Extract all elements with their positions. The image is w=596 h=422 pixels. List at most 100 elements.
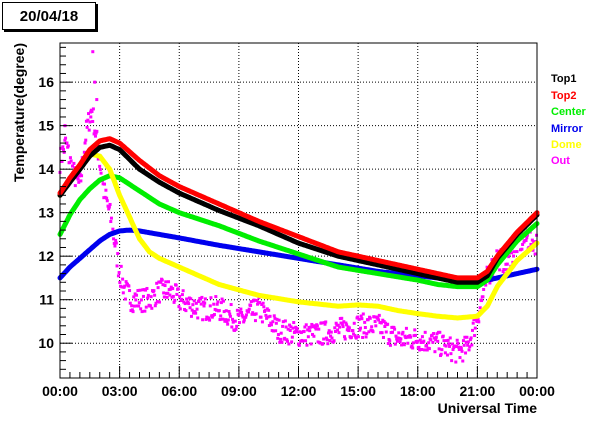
out-point <box>495 249 499 253</box>
out-point <box>184 309 188 313</box>
out-point <box>215 302 219 306</box>
out-point <box>183 302 187 306</box>
out-point <box>278 340 282 344</box>
out-point <box>333 330 337 334</box>
out-point <box>215 308 219 312</box>
out-point <box>423 330 427 334</box>
out-point <box>441 334 445 338</box>
out-point <box>165 295 169 299</box>
out-point <box>82 150 86 154</box>
out-point <box>410 344 414 348</box>
out-point <box>212 313 216 317</box>
out-point <box>480 299 484 303</box>
out-point <box>121 291 125 295</box>
out-point <box>224 309 228 313</box>
y-tick-label: 12 <box>38 248 54 264</box>
out-point <box>276 336 280 340</box>
out-point <box>237 321 241 325</box>
out-point <box>434 335 438 339</box>
x-axis-title: Universal Time <box>438 400 538 416</box>
out-point <box>187 302 191 306</box>
out-point <box>91 119 95 123</box>
out-point <box>320 321 324 325</box>
out-point <box>306 328 310 332</box>
out-point <box>68 156 72 160</box>
out-point <box>195 307 199 311</box>
out-point <box>146 296 150 300</box>
out-point <box>404 326 408 330</box>
out-point <box>144 288 148 292</box>
out-point <box>192 299 196 303</box>
out-point <box>321 342 325 346</box>
out-point <box>61 148 65 152</box>
out-point <box>135 293 139 297</box>
out-point <box>296 330 300 334</box>
out-point <box>376 316 380 320</box>
out-point <box>228 312 232 316</box>
out-point <box>156 286 160 290</box>
out-point <box>322 337 326 341</box>
out-point <box>79 179 83 183</box>
out-point <box>356 315 360 319</box>
out-point <box>78 172 82 176</box>
out-point <box>153 304 157 308</box>
out-point <box>224 318 228 322</box>
out-point <box>417 345 421 349</box>
out-point <box>359 314 363 318</box>
out-point <box>323 322 327 326</box>
out-point <box>361 335 365 339</box>
out-point <box>279 331 283 335</box>
out-point <box>476 317 480 321</box>
out-point <box>488 281 492 285</box>
out-point <box>119 264 123 268</box>
out-point <box>420 347 424 351</box>
out-point <box>104 188 108 192</box>
out-point <box>377 313 381 317</box>
out-point <box>386 322 390 326</box>
out-point <box>267 324 271 328</box>
out-point <box>244 315 248 319</box>
out-point <box>262 305 266 309</box>
out-point <box>332 339 336 343</box>
out-point <box>384 330 388 334</box>
out-point <box>160 278 164 282</box>
out-point <box>530 238 534 242</box>
out-point <box>430 333 434 337</box>
out-point <box>209 296 213 300</box>
out-point <box>362 331 366 335</box>
out-point <box>448 336 452 340</box>
out-point <box>103 182 107 186</box>
out-point <box>460 349 464 353</box>
out-point <box>186 300 190 304</box>
out-point <box>374 324 378 328</box>
out-point <box>180 297 184 301</box>
out-point <box>457 345 461 349</box>
out-point <box>433 350 437 354</box>
out-point <box>458 356 462 360</box>
out-point <box>216 300 220 304</box>
out-point <box>231 317 235 321</box>
out-point <box>161 283 165 287</box>
out-point <box>199 302 203 306</box>
out-point <box>408 334 412 338</box>
out-point <box>185 297 189 301</box>
out-point <box>439 352 443 356</box>
out-point <box>263 308 267 312</box>
out-point <box>437 347 441 351</box>
out-point <box>132 304 136 308</box>
out-point <box>108 202 112 206</box>
out-point <box>240 313 244 317</box>
out-point <box>466 340 470 344</box>
out-point <box>449 352 453 356</box>
out-point <box>420 335 424 339</box>
out-point <box>107 205 111 209</box>
x-tick-label: 00:00 <box>42 383 78 399</box>
out-point <box>189 314 193 318</box>
out-point <box>356 335 360 339</box>
out-point <box>305 343 309 347</box>
out-point <box>502 268 506 272</box>
out-point <box>288 328 292 332</box>
out-point <box>219 314 223 318</box>
out-point <box>80 174 84 178</box>
